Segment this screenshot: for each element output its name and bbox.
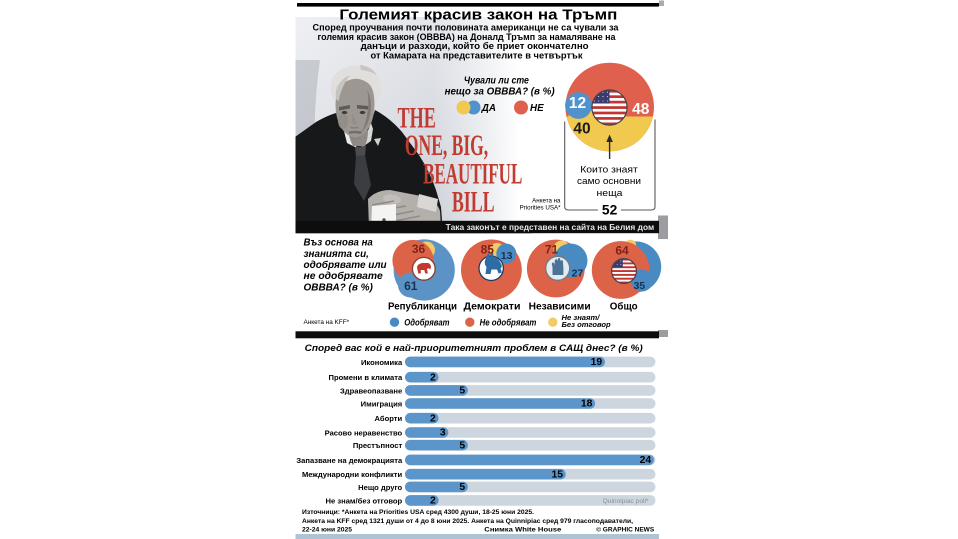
svg-text:големия красив закон (ОВВВА) н: големия красив закон (ОВВВА) на Доналд Т… [318,32,616,42]
svg-text:2: 2 [430,372,436,383]
svg-text:35: 35 [633,280,645,292]
svg-text:24: 24 [640,455,652,466]
svg-text:BILL: BILL [452,185,495,218]
svg-text:Международни конфликти: Международни конфликти [302,470,403,479]
svg-text:52: 52 [602,203,618,218]
svg-text:5: 5 [459,440,465,451]
svg-text:Анкета на KFF*: Анкета на KFF* [304,319,350,326]
svg-text:Нещо друго: Нещо друго [358,483,402,492]
svg-text:Аборти: Аборти [375,414,403,423]
svg-text:Одобряват: Одобряват [404,317,449,327]
svg-text:48: 48 [632,101,650,118]
svg-text:Анкета на KFF сред 1321 души о: Анкета на KFF сред 1321 души от 4 до 8 ю… [302,518,633,525]
svg-text:Промени в климата: Промени в климата [329,373,403,382]
svg-text:2: 2 [430,413,436,424]
svg-text:ONE, BIG,: ONE, BIG, [405,129,488,162]
svg-text:40: 40 [573,120,590,137]
svg-text:Престъпност: Престъпност [353,441,403,450]
svg-text:18: 18 [581,399,593,410]
svg-text:Независими: Независими [529,302,591,313]
svg-text:ОВВВА? (в %): ОВВВА? (в %) [304,282,373,293]
svg-text:Източници: *Анкета на Prioriti: Източници: *Анкета на Priorities USA сре… [302,509,534,516]
svg-text:Републиканци: Републиканци [388,302,457,313]
svg-text:знанията си,: знанията си, [304,249,369,260]
svg-text:от Камарата на представителите: от Камарата на представителите в четвърт… [371,51,584,61]
svg-text:ДА: ДА [481,103,496,114]
svg-text:15: 15 [551,469,563,480]
svg-text:22-24 юни 2025: 22-24 юни 2025 [302,527,352,534]
svg-text:не одобрявате: не одобрявате [304,271,384,282]
svg-text:13: 13 [501,250,513,262]
svg-text:неща: неща [597,187,624,198]
svg-text:64: 64 [615,243,629,257]
svg-text:Расово неравенство: Расово неравенство [325,428,403,437]
svg-text:2: 2 [430,496,436,507]
svg-text:Здравеопазване: Здравеопазване [340,386,402,395]
svg-text:Въз основа на: Въз основа на [304,238,374,249]
svg-text:Икономика: Икономика [361,358,403,367]
svg-text:Според проучвания почти полови: Според проучвания почти половината амери… [313,23,619,33]
svg-text:BEAUTIFUL: BEAUTIFUL [423,157,522,190]
svg-text:71: 71 [545,242,559,256]
svg-text:36: 36 [412,242,426,256]
svg-text:Не знаят/: Не знаят/ [562,313,601,322]
svg-text:61: 61 [404,279,418,293]
svg-text:НЕ: НЕ [530,103,544,114]
svg-text:27: 27 [572,267,584,279]
svg-text:© GRAPHIC NEWS: © GRAPHIC NEWS [596,526,655,534]
svg-text:Демократи: Демократи [464,302,521,313]
svg-text:Имиграция: Имиграция [361,399,403,408]
svg-text:Quinnipiac poll*: Quinnipiac poll* [603,498,649,505]
svg-text:5: 5 [459,386,465,397]
svg-text:19: 19 [591,357,603,368]
svg-text:Без отговор: Без отговор [562,320,612,329]
svg-text:само основни: само основни [577,175,641,186]
svg-text:Които знаят: Които знаят [580,164,638,175]
svg-text:Снимка White House: Снимка White House [484,527,561,534]
svg-text:Не знам/без отговор: Не знам/без отговор [326,496,403,505]
svg-text:Общо: Общо [610,302,638,313]
svg-text:Според вас кой е най-приоритет: Според вас кой е най-приоритетният пробл… [305,343,643,354]
svg-text:данъци и разходи, който бе при: данъци и разходи, който бе приет окончат… [361,41,590,51]
svg-text:Priorities USA*: Priorities USA* [520,205,562,212]
svg-text:Анкета на: Анкета на [532,197,561,204]
svg-text:Така законът е представен на с: Така законът е представен на сайта на Бе… [446,223,655,232]
svg-text:3: 3 [440,428,446,439]
svg-text:85: 85 [481,243,495,257]
svg-text:нещо за ОВВВА? (в %): нещо за ОВВВА? (в %) [445,86,555,97]
svg-text:12: 12 [569,95,586,112]
svg-text:Запазване на демокрацията: Запазване на демокрацията [296,456,403,465]
svg-text:Големият красив закон на Тръмп: Големият красив закон на Тръмп [339,6,617,23]
svg-text:Чували ли сте: Чували ли сте [464,75,529,86]
svg-text:THE: THE [398,102,436,135]
svg-text:Не одобряват: Не одобряват [480,317,537,327]
svg-text:одобрявате или: одобрявате или [304,260,387,271]
svg-text:5: 5 [459,482,465,493]
